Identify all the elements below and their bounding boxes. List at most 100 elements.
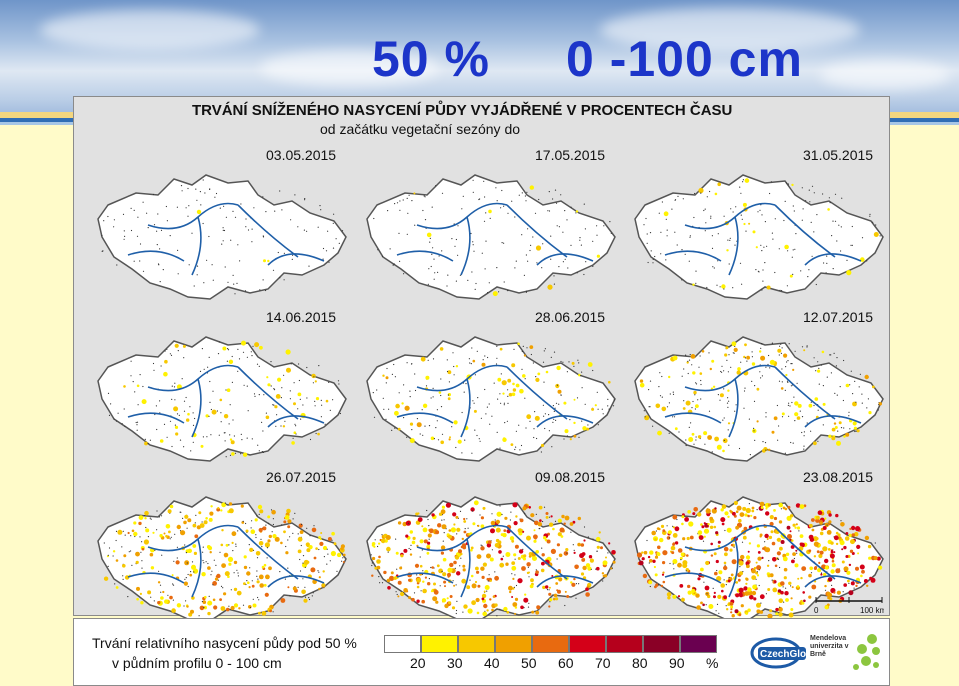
map-pixel [462, 611, 464, 613]
map-pixel [152, 362, 155, 365]
map-pixel [514, 574, 516, 576]
map-pixel [688, 359, 691, 361]
map-pixel [778, 607, 783, 612]
map-pixel [739, 262, 742, 264]
map-pixel [719, 399, 721, 401]
map-pixel [790, 585, 792, 587]
map-pixel [573, 365, 575, 367]
map-pixel [480, 524, 485, 529]
map-pixel [123, 554, 127, 558]
map-pixel [174, 343, 179, 348]
map-pixel [869, 213, 871, 215]
map-pixel [786, 361, 788, 363]
map-pixel [700, 601, 703, 605]
map-pixel [748, 542, 752, 545]
map-pixel [255, 551, 261, 556]
map-pixel [223, 205, 225, 207]
map-pixel [743, 526, 748, 531]
map-pixel [115, 530, 118, 532]
map-pixel [783, 219, 785, 222]
map-pixel [463, 517, 466, 521]
map-pixel [172, 599, 174, 601]
map-pixel [304, 596, 307, 598]
map-pixel [507, 290, 509, 292]
map-pixel [484, 355, 486, 357]
map-pixel [446, 370, 449, 373]
map-pixel [203, 606, 205, 609]
map-pixel [796, 552, 798, 554]
map-pixel [199, 605, 205, 611]
map-pixel [570, 244, 572, 246]
map-pixel [672, 533, 678, 538]
map-pixel [482, 611, 487, 617]
map-pixel [218, 341, 220, 343]
map-pixel [207, 366, 209, 368]
map-pixel [745, 577, 749, 581]
map-pixel [721, 522, 725, 526]
map-pixel [721, 504, 727, 509]
map-cell: 09.08.2015 [357, 467, 625, 627]
map-pixel [652, 258, 654, 260]
map-pixel [168, 530, 171, 534]
map-pixel [253, 207, 255, 209]
map-pixel [470, 548, 473, 552]
map-pixel [748, 503, 750, 505]
map-pixel [500, 557, 504, 561]
map-pixel [526, 347, 528, 349]
map-pixel [459, 565, 461, 567]
map-pixel [677, 595, 681, 598]
map-pixel [759, 533, 763, 537]
map-pixel [542, 585, 546, 590]
map-pixel [792, 205, 794, 207]
map-pixel [228, 508, 234, 514]
map-pixel [389, 575, 395, 581]
map-pixel [771, 342, 773, 344]
map-pixel [867, 398, 869, 400]
map-pixel [785, 366, 787, 368]
map-pixel [257, 578, 259, 580]
map-date: 09.08.2015 [535, 469, 606, 485]
map-pixel [657, 545, 661, 550]
map-pixel [462, 564, 466, 568]
map-pixel [785, 552, 790, 556]
map-pixel [166, 348, 168, 350]
map-pixel [506, 420, 508, 422]
map-pixel [422, 403, 428, 408]
map-pixel [535, 513, 537, 515]
map-pixel [395, 591, 397, 593]
map-pixel [162, 590, 165, 594]
map-pixel [305, 542, 310, 547]
map-pixel [169, 538, 171, 540]
map-pixel [650, 250, 652, 252]
map-pixel [705, 604, 707, 606]
map-pixel [259, 345, 263, 350]
map-pixel [486, 590, 488, 592]
map-pixel [755, 527, 760, 531]
map-pixel [611, 550, 616, 555]
map-pixel [808, 269, 810, 271]
map-pixel [771, 579, 773, 581]
map-pixel [499, 608, 501, 610]
map-pixel [297, 392, 302, 397]
map-pixel [747, 608, 751, 612]
map-pixel [751, 362, 756, 366]
map-pixel [409, 422, 414, 426]
map-pixel [523, 597, 529, 603]
map-pixel [245, 529, 249, 533]
map-pixel [447, 567, 453, 573]
map-pixel [121, 423, 123, 425]
map-pixel [528, 602, 530, 604]
map-pixel [491, 513, 493, 515]
map-pixel [184, 560, 190, 566]
map-pixel [408, 578, 411, 582]
map-pixel [493, 382, 495, 384]
map-pixel [501, 189, 503, 192]
map-pixel [252, 345, 254, 347]
map-pixel [855, 526, 861, 532]
map-pixel [113, 418, 115, 420]
map-pixel [441, 433, 444, 435]
river [774, 526, 836, 580]
map-pixel [276, 414, 278, 416]
map-pixel [394, 410, 399, 416]
map-pixel [612, 560, 616, 564]
